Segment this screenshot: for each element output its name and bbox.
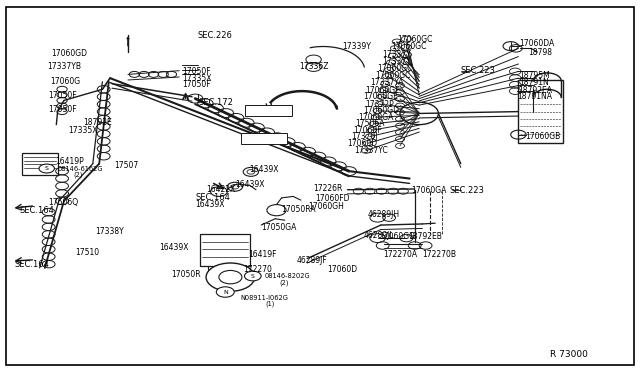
Text: 17506A: 17506A (355, 119, 385, 128)
Text: 172270A: 172270A (383, 250, 417, 259)
Text: 16439X: 16439X (159, 243, 188, 252)
Text: 18791N: 18791N (520, 78, 549, 87)
Text: SEC.172: SEC.172 (198, 98, 233, 107)
Text: 46289JL: 46289JL (364, 231, 394, 240)
Text: 17060GA: 17060GA (358, 113, 394, 122)
Text: 08146-6162G: 08146-6162G (58, 166, 103, 171)
Text: SEC.164: SEC.164 (14, 260, 49, 269)
FancyBboxPatch shape (518, 80, 563, 143)
Text: 18792EB: 18792EB (408, 232, 442, 241)
Text: 17060GB: 17060GB (525, 132, 560, 141)
Text: 18791NA: 18791NA (517, 92, 552, 101)
Text: 17050RA: 17050RA (282, 205, 316, 214)
Text: 17060GD: 17060GD (51, 49, 87, 58)
Text: 17050F: 17050F (48, 105, 77, 114)
Text: 17060GE: 17060GE (365, 86, 399, 94)
Text: 18792E: 18792E (83, 118, 112, 127)
Text: 17338Y: 17338Y (95, 227, 124, 236)
Text: 16439X: 16439X (236, 180, 265, 189)
Text: 17060GH: 17060GH (308, 202, 344, 211)
Text: 17050GA: 17050GA (261, 223, 296, 232)
Text: (2): (2) (74, 171, 83, 178)
Circle shape (216, 287, 234, 297)
Text: 17050F: 17050F (182, 67, 211, 76)
Text: 17335X: 17335X (182, 74, 212, 83)
Text: 16422X: 16422X (206, 185, 236, 194)
Text: 18798: 18798 (528, 48, 552, 57)
Text: R 73000: R 73000 (550, 350, 588, 359)
Text: 17337Y: 17337Y (382, 57, 411, 66)
Text: 17060F: 17060F (353, 126, 382, 135)
FancyBboxPatch shape (200, 234, 250, 266)
Text: SEC.164: SEC.164 (19, 206, 54, 215)
FancyBboxPatch shape (241, 133, 287, 144)
Text: SEC.462: SEC.462 (248, 107, 283, 116)
FancyBboxPatch shape (245, 105, 292, 116)
Circle shape (206, 263, 255, 291)
Text: 17050R: 17050R (172, 270, 201, 279)
Text: 17372P: 17372P (365, 100, 394, 109)
Text: (2): (2) (280, 279, 289, 286)
Text: N08911-I062G: N08911-I062G (240, 295, 288, 301)
Text: 17060GA: 17060GA (411, 186, 446, 195)
Text: 17510: 17510 (76, 248, 100, 257)
Text: 46289JF: 46289JF (296, 256, 327, 265)
Text: 17050F: 17050F (48, 92, 77, 100)
Text: SEC.462: SEC.462 (252, 133, 286, 142)
Text: 17060G: 17060G (50, 77, 80, 86)
Circle shape (39, 164, 54, 173)
Text: 17337YA: 17337YA (370, 78, 403, 87)
Text: 17050F: 17050F (182, 80, 211, 89)
FancyBboxPatch shape (22, 153, 58, 175)
Text: S: S (251, 273, 255, 279)
Text: SEC.223: SEC.223 (449, 186, 484, 195)
Text: 17337YC: 17337YC (354, 146, 388, 155)
Text: 17335X: 17335X (68, 126, 97, 135)
Text: 17339Y: 17339Y (342, 42, 371, 51)
Text: 46289JH: 46289JH (368, 210, 400, 219)
Text: 17337Y: 17337Y (382, 50, 411, 59)
Text: 16439X: 16439X (250, 165, 279, 174)
Text: 17060GE: 17060GE (364, 92, 398, 101)
Text: 17060GC: 17060GC (392, 42, 427, 51)
Text: 17336Z: 17336Z (300, 62, 329, 71)
Text: SEC.164: SEC.164 (195, 193, 230, 202)
Text: SEC.226: SEC.226 (197, 31, 232, 40)
Text: 172270: 172270 (243, 265, 272, 274)
Text: 17506Q: 17506Q (48, 198, 78, 207)
Text: 16419P: 16419P (56, 157, 84, 166)
Text: 17226R: 17226R (314, 185, 343, 193)
Text: (1): (1) (266, 301, 275, 307)
Text: 17507: 17507 (114, 161, 138, 170)
Text: 17060FD: 17060FD (316, 194, 350, 203)
Text: 18792EA: 18792EA (518, 86, 552, 94)
Text: 17060GC: 17060GC (397, 35, 432, 44)
Text: 16439X: 16439X (195, 200, 225, 209)
Text: 16419F: 16419F (248, 250, 277, 259)
Text: N: N (223, 289, 228, 295)
Text: SEC.223: SEC.223 (461, 66, 495, 75)
Text: 17060DA: 17060DA (520, 39, 555, 48)
Text: 18795M: 18795M (520, 71, 550, 80)
Text: 17060D: 17060D (348, 139, 378, 148)
Text: 17370J: 17370J (351, 132, 377, 141)
Text: 17337YB: 17337YB (47, 62, 81, 71)
Text: 17060GC: 17060GC (378, 64, 413, 73)
Text: S: S (45, 166, 49, 171)
Text: 17060GC: 17060GC (376, 71, 411, 80)
Text: 172270B: 172270B (422, 250, 456, 259)
Text: 17060GG: 17060GG (379, 232, 415, 241)
Text: 17060D: 17060D (328, 265, 358, 274)
Circle shape (244, 271, 261, 281)
Text: 08146-8202G: 08146-8202G (264, 273, 310, 279)
Text: 17060GD: 17060GD (363, 106, 399, 115)
